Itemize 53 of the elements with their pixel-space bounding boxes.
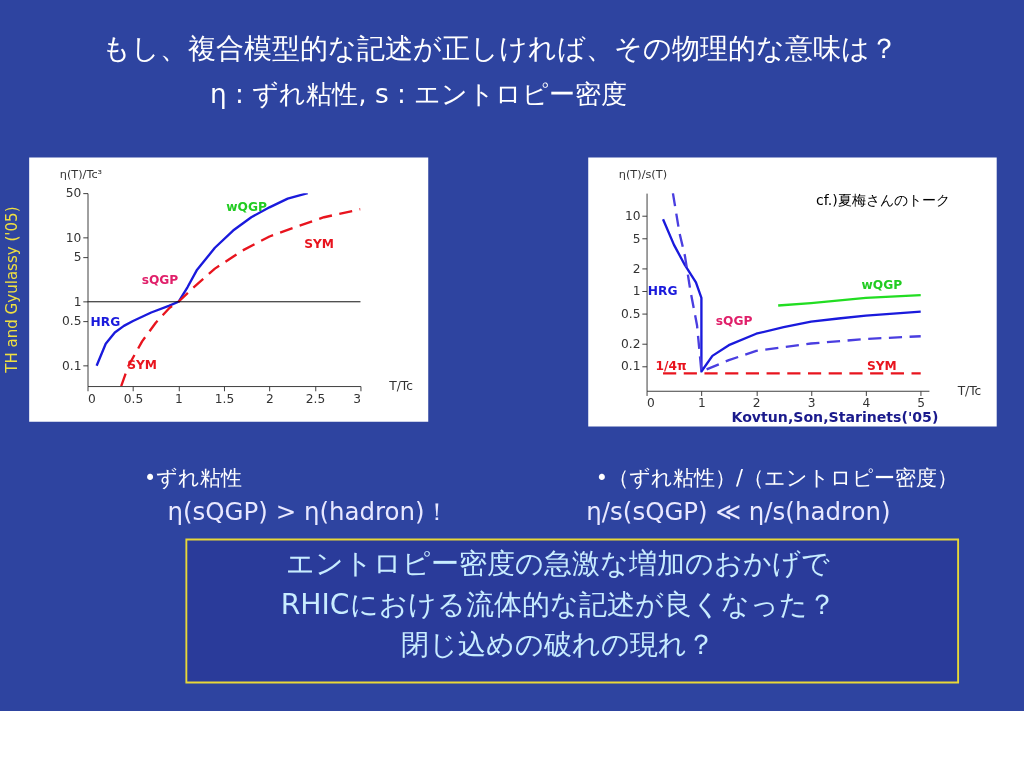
annotation: sQGP xyxy=(715,313,753,328)
y-tick-label: 0.1 xyxy=(621,359,641,374)
line-series xyxy=(776,293,922,307)
y-tick-label: 10 xyxy=(65,231,82,246)
y-axis-title: η(T)/Tc³ xyxy=(59,167,103,181)
text: •（ずれ粘性）/（エントロピー密度） xyxy=(595,465,958,490)
x-tick-label: 0 xyxy=(88,391,96,406)
y-tick-label: 5 xyxy=(73,250,82,265)
annotation: wQGP xyxy=(226,200,267,215)
x-tick-label: 2 xyxy=(752,396,761,411)
annotation: 1/4π xyxy=(655,359,687,374)
y-tick-label: 1 xyxy=(632,284,641,299)
text: TH and Gyulassy ('05) xyxy=(2,206,21,374)
x-tick-label: 3 xyxy=(807,396,816,411)
annotation: HRG xyxy=(90,314,121,329)
text: 閉じ込めの破れの現れ？ xyxy=(401,628,716,662)
annotation: wQGP xyxy=(861,278,903,293)
x-tick-label: 0 xyxy=(647,396,655,411)
x-tick-label: 1.5 xyxy=(214,391,235,406)
x-tick-label: 0.5 xyxy=(123,391,144,406)
text: エントロピー密度の急激な増加のおかげで xyxy=(286,547,831,581)
y-tick-label: 0.1 xyxy=(61,358,82,373)
y-tick-label: 0.5 xyxy=(61,314,82,329)
x-tick-label: 3 xyxy=(353,391,361,406)
x-tick-label: 4 xyxy=(862,396,871,411)
y-tick-label: 10 xyxy=(624,209,641,224)
x-tick-label: 2.5 xyxy=(305,391,326,406)
y-tick-label: 50 xyxy=(65,186,82,201)
x-axis-title: T/Tc xyxy=(388,379,413,394)
text: η : ずれ粘性, s : エントロピー密度 xyxy=(209,78,628,109)
y-tick-label: 0.2 xyxy=(621,336,641,351)
annotation: SYM xyxy=(304,236,334,251)
y-tick-label: 1 xyxy=(73,295,82,310)
annotation: HRG xyxy=(647,283,678,298)
y-tick-label: 0.5 xyxy=(621,306,641,321)
annotation: SYM xyxy=(127,358,158,373)
x-tick-label: 2 xyxy=(266,391,274,406)
text: η(sQGP) > η(hadron)！ xyxy=(167,496,449,526)
y-axis-title: η(T)/s(T) xyxy=(618,167,668,181)
text: RHICにおける流体的な記述が良くなった？ xyxy=(280,587,836,621)
annotation: cf.)夏梅さんのトーク xyxy=(816,192,950,209)
text: もし、複合模型的な記述が正しければ、その物理的な意味は？ xyxy=(101,31,898,65)
y-tick-label: 5 xyxy=(632,231,641,246)
x-tick-label: 5 xyxy=(917,396,926,411)
text: •ずれ粘性 xyxy=(144,465,243,490)
text: η/s(sQGP) ≪ η/s(hadron) xyxy=(586,496,891,526)
annotation: sQGP xyxy=(141,272,179,287)
text: Kovtun,Son,Starinets('05) xyxy=(731,408,939,425)
x-tick-label: 1 xyxy=(175,391,183,406)
x-axis-title: T/Tc xyxy=(956,384,982,399)
x-tick-label: 1 xyxy=(697,396,706,411)
annotation: SYM xyxy=(866,359,897,374)
y-tick-label: 2 xyxy=(632,261,641,276)
